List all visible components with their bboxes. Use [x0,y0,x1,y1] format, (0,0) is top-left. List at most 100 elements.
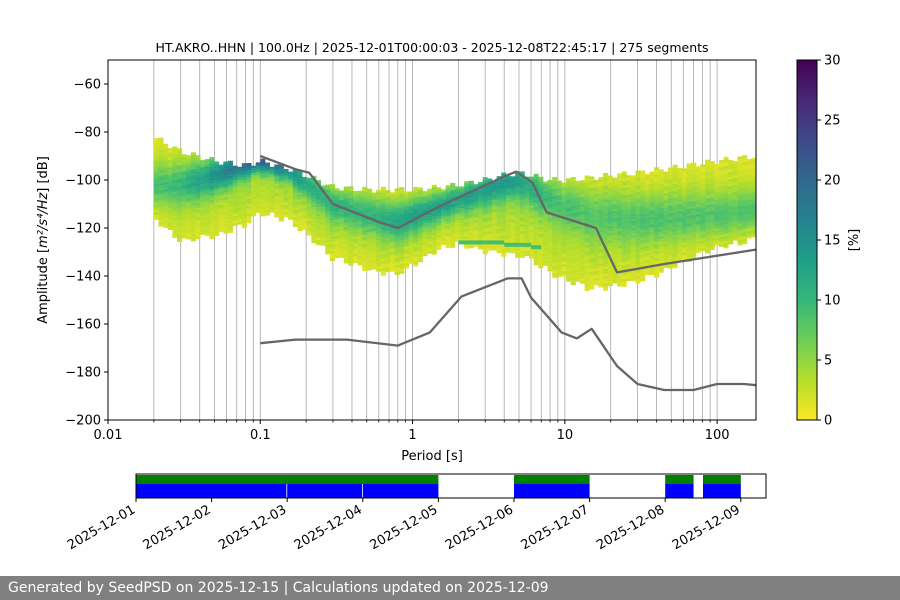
psd-cell [177,215,183,218]
psd-cell [450,185,456,188]
psd-cell [533,238,539,242]
psd-cell [380,210,386,214]
psd-cell [204,168,210,172]
psd-cell [686,184,692,188]
psd-cell [612,211,618,214]
psd-cell [566,243,572,246]
psd-cell [742,224,748,228]
psd-cell [723,209,729,213]
psd-cell [186,193,192,197]
psd-cell [158,168,164,172]
psd-cell [709,211,715,215]
psd-cell [348,227,354,230]
psd-cell [283,178,289,182]
psd-cell [478,208,484,211]
psd-cell [468,231,474,234]
psd-cell [441,227,447,231]
psd-cell [431,228,437,231]
psd-cell [654,196,660,199]
psd-cell [195,154,201,158]
psd-cell [237,193,243,196]
psd-cell [260,187,266,191]
psd-cell [705,229,711,232]
psd-cell [538,220,544,223]
psd-cell [265,200,271,204]
psd-cell [190,166,196,170]
psd-cell [691,189,697,192]
psd-cell [163,194,169,197]
psd-cell [237,209,243,213]
psd-cell [186,181,192,185]
psd-cell [278,192,284,196]
psd-cell [584,247,590,251]
psd-cell [538,251,544,254]
psd-cell [422,222,428,225]
psd-cell [570,191,576,194]
psd-cell [538,260,544,264]
x-tick-label: 0.1 [250,428,271,443]
psd-cell [302,186,308,190]
psd-cell [593,182,599,185]
psd-cell [172,153,178,157]
psd-cell [561,185,567,188]
psd-cell [718,234,724,238]
psd-cell [260,168,266,171]
psd-cell [612,225,618,229]
psd-cell [158,197,164,201]
psd-cell [612,201,618,205]
psd-cell [195,217,201,220]
psd-cell [672,171,678,175]
psd-cell [658,186,664,189]
psd-cell [575,236,581,239]
psd-cell [195,178,201,182]
psd-cell [607,175,613,179]
psd-cell [200,179,206,182]
psd-cell [510,188,516,191]
psd-cell [163,218,169,221]
psd-cell [302,215,308,218]
psd-cell [190,207,196,211]
psd-cell [473,196,479,199]
psd-cell [695,197,701,201]
psd-cell [556,199,562,203]
psd-cell [334,238,340,242]
psd-cell [728,236,734,240]
psd-cell [390,242,396,246]
psd-cell [552,241,558,245]
psd-cell [542,222,548,226]
psd-cell [695,187,701,191]
psd-cell [186,167,192,170]
psd-cell [612,256,618,260]
psd-cell [408,251,414,255]
psd-cell [542,248,548,252]
psd-cell [566,209,572,213]
psd-cell [269,188,275,192]
psd-cell [746,218,752,222]
psd-cell [663,193,669,196]
psd-cell [686,204,692,207]
psd-cell [556,211,562,215]
psd-cell [644,178,650,182]
psd-cell [427,222,433,225]
psd-cell [691,213,697,216]
psd-cell [584,230,590,234]
psd-cell [663,176,669,180]
psd-cell [533,248,539,251]
psd-cell [603,223,609,226]
psd-cell [598,220,604,223]
psd-cell [167,215,173,218]
psd-cell [394,236,400,239]
psd-cell [612,254,618,258]
psd-cell [575,192,581,196]
psd-cell [163,184,169,188]
psd-cell [635,216,641,219]
psd-cell [575,226,581,230]
psd-cell [315,220,321,224]
psd-cell [626,278,632,282]
psd-cell [167,212,173,216]
psd-cell [353,200,359,204]
psd-cell [575,224,581,227]
psd-cell [607,223,613,227]
psd-cell [380,205,386,209]
psd-cell [603,235,609,238]
